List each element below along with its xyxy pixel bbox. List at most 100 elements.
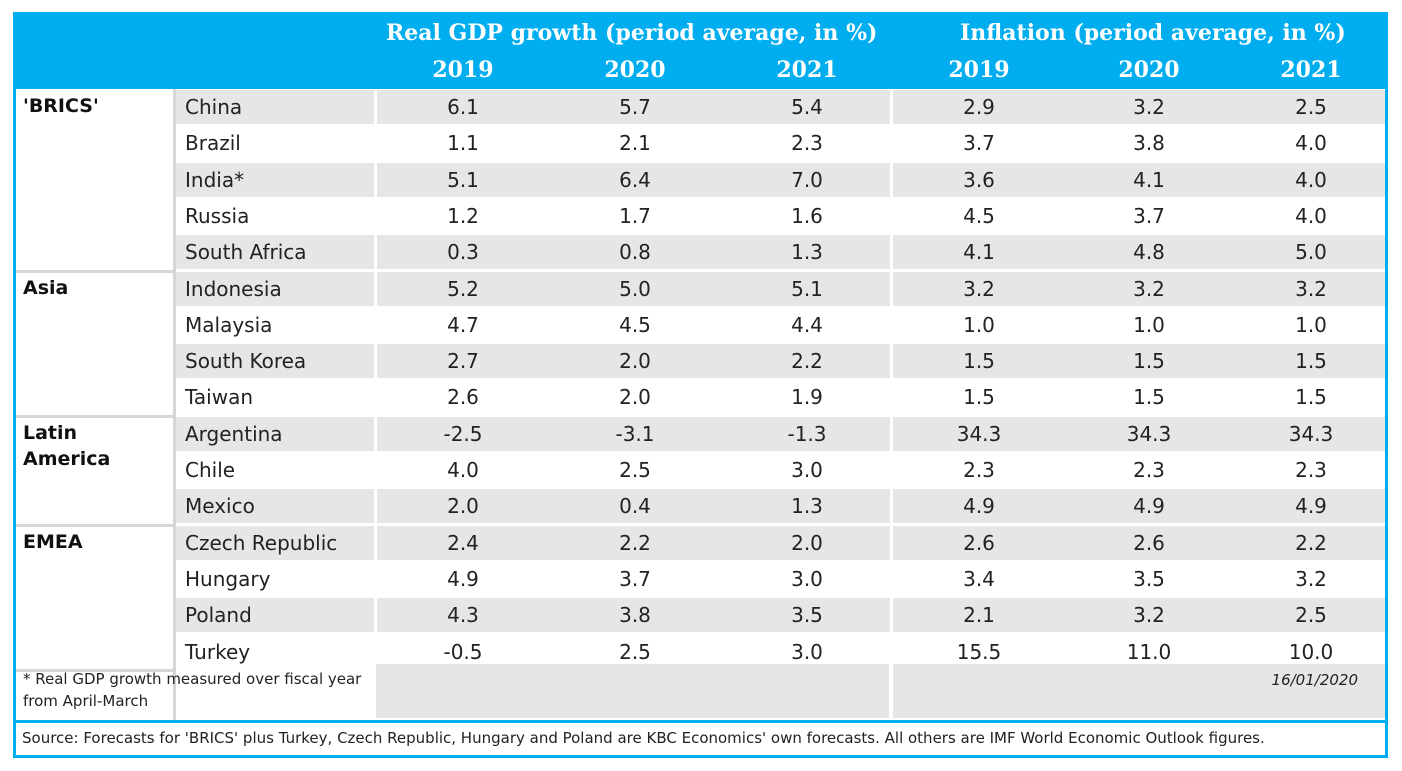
group-divider [16,523,173,527]
gdp-value: -3.1 [615,421,655,446]
country-name: Mexico [185,494,255,519]
inflation-value: 4.5 [963,203,995,228]
gdp-value: 3.7 [619,566,651,591]
group-divider [16,668,173,672]
gdp-value: 2.5 [619,639,651,664]
country-name: India* [185,167,245,192]
gdp-value: 4.3 [447,603,479,628]
gdp-value: 5.7 [619,95,651,119]
inflation-value: 3.8 [1133,131,1165,156]
gdp-value: 5.1 [447,167,479,192]
inflation-value: 3.6 [963,167,995,192]
inflation-value: 3.7 [963,131,995,156]
inflation-value: 11.0 [1126,639,1172,664]
inflation-value: 3.2 [1295,566,1327,591]
country-name: Russia [185,203,250,228]
gdp-value: 1.3 [791,494,823,519]
inflation-value: 34.3 [1288,421,1334,446]
table-row [176,561,1385,596]
gdp-value: 1.2 [447,203,479,228]
inflation-value: 1.0 [1295,312,1327,337]
group-label: Asia [23,276,69,299]
gdp-value: 5.0 [619,276,651,301]
table-row [176,525,1385,560]
footnote-band-inflation [893,664,1385,718]
gdp-value: 5.1 [791,276,823,301]
inflation-value: 2.2 [1295,530,1327,555]
gdp-value: 0.8 [619,240,651,265]
gdp-value: 4.5 [619,312,651,337]
inflation-value: 2.9 [963,95,995,119]
inflation-value: 1.5 [1295,385,1327,410]
table-row [176,344,1385,379]
table-row [176,235,1385,270]
inflation-value: 3.2 [1295,276,1327,301]
column-divider [374,89,377,720]
inflation-value: 2.5 [1295,95,1327,119]
gdp-value: 2.7 [447,349,479,374]
gdp-value: -0.5 [443,639,483,664]
country-name: Taiwan [185,385,254,410]
inflation-value: 4.0 [1295,167,1327,192]
inflation-value: 3.4 [963,566,995,591]
inflation-value: 3.5 [1133,566,1165,591]
country-name: Czech Republic [185,530,338,555]
country-name: China [185,95,243,119]
inflation-value: 1.5 [1295,349,1327,374]
country-name: Malaysia [185,312,273,337]
inflation-value: 4.0 [1295,131,1327,156]
group-label: Latin America [23,421,111,470]
inflation-value: 10.0 [1288,639,1334,664]
gdp-value: 4.4 [791,312,823,337]
inflation-value: 3.2 [1133,276,1165,301]
footnote-band-gdp [376,664,889,718]
inflation-section-title: Inflation (period average, in %) [960,20,1346,46]
inflation-value: 4.9 [1133,494,1165,519]
table-header: Real GDP growth (period average, in %) I… [16,15,1385,89]
inflation-value: 1.0 [1133,312,1165,337]
group-divider [16,414,173,418]
table-row [176,126,1385,161]
inflation-year-2019: 2019 [948,57,1010,83]
gdp-value: 2.4 [447,530,479,555]
inflation-value: 2.6 [1133,530,1165,555]
gdp-value: 2.5 [619,458,651,482]
gdp-value: 2.0 [791,530,823,555]
country-name: South Africa [185,240,307,265]
gdp-value: 1.9 [791,385,823,410]
inflation-value: 4.1 [963,240,995,265]
gdp-value: 2.0 [447,494,479,519]
inflation-value: 3.7 [1133,203,1165,228]
inflation-value: 15.5 [956,639,1002,664]
gdp-value: 1.6 [791,203,823,228]
country-name: Hungary [185,566,271,591]
gdp-value: 2.6 [447,385,479,410]
gdp-value: 6.4 [619,167,651,192]
inflation-value: 4.9 [1295,494,1327,519]
gdp-year-2019: 2019 [432,57,494,83]
inflation-value: 1.5 [1133,349,1165,374]
table-row [176,634,1385,669]
gdp-year-2020: 2020 [604,57,666,83]
inflation-value: 3.2 [1133,603,1165,628]
gdp-year-2021: 2021 [776,57,838,83]
footnote: * Real GDP growth measured over fiscal y… [23,670,362,710]
inflation-value: 3.2 [963,276,995,301]
inflation-value: 4.0 [1295,203,1327,228]
gdp-value: 2.0 [619,385,651,410]
country-name: South Korea [185,349,307,374]
gdp-value: 4.0 [447,458,479,482]
country-name: Argentina [185,421,283,446]
inflation-value: 1.0 [963,312,995,337]
gdp-value: -1.3 [787,421,827,446]
table-row [176,489,1385,524]
inflation-year-2021: 2021 [1280,57,1342,83]
inflation-value: 2.3 [1295,458,1327,482]
inflation-value: 2.3 [963,458,995,482]
column-divider [173,89,176,720]
gdp-section-title: Real GDP growth (period average, in %) [386,20,878,46]
country-name: Chile [185,458,236,482]
table-row [176,90,1385,124]
country-name: Indonesia [185,276,282,301]
group-label: 'BRICS' [23,95,99,117]
